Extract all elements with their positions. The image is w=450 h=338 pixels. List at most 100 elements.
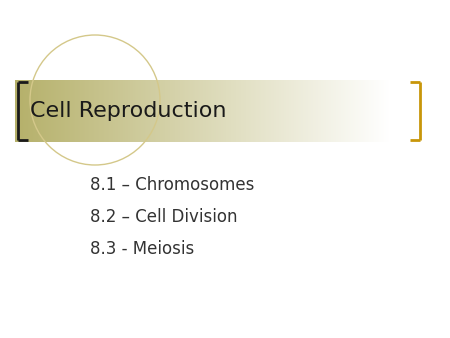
Text: 8.3 - Meiosis: 8.3 - Meiosis	[90, 240, 194, 258]
Bar	[338, 80, 339, 142]
Bar	[146, 80, 148, 142]
Bar	[341, 80, 343, 142]
Bar	[161, 80, 163, 142]
Bar	[375, 80, 377, 142]
Bar	[79, 80, 81, 142]
Bar	[370, 80, 372, 142]
Bar	[356, 80, 358, 142]
Bar	[21, 80, 23, 142]
Bar	[225, 80, 227, 142]
Bar	[55, 80, 57, 142]
Bar	[90, 80, 92, 142]
Bar	[19, 80, 21, 142]
Bar	[311, 80, 313, 142]
Bar	[164, 80, 166, 142]
Bar	[289, 80, 291, 142]
Bar	[36, 80, 38, 142]
Bar	[234, 80, 235, 142]
Bar	[175, 80, 177, 142]
Bar	[122, 80, 124, 142]
Bar	[117, 80, 119, 142]
Bar	[351, 80, 353, 142]
Bar	[125, 80, 127, 142]
Bar	[190, 80, 192, 142]
Bar	[259, 80, 261, 142]
Bar	[235, 80, 237, 142]
Bar	[386, 80, 388, 142]
Bar	[204, 80, 206, 142]
Bar	[58, 80, 59, 142]
Bar	[68, 80, 69, 142]
Bar	[40, 80, 42, 142]
Bar	[221, 80, 223, 142]
Bar	[206, 80, 208, 142]
Bar	[167, 80, 169, 142]
Bar	[211, 80, 213, 142]
Bar	[344, 80, 346, 142]
Bar	[75, 80, 77, 142]
Bar	[238, 80, 239, 142]
Bar	[93, 80, 94, 142]
Bar	[266, 80, 268, 142]
Bar	[162, 80, 164, 142]
Bar	[96, 80, 98, 142]
Bar	[278, 80, 279, 142]
Bar	[70, 80, 72, 142]
Bar	[82, 80, 84, 142]
Bar	[325, 80, 327, 142]
Bar	[124, 80, 126, 142]
Bar	[181, 80, 183, 142]
Bar	[264, 80, 266, 142]
Bar	[309, 80, 310, 142]
Bar	[189, 80, 190, 142]
Bar	[291, 80, 293, 142]
Bar	[297, 80, 299, 142]
Bar	[139, 80, 140, 142]
Bar	[51, 80, 53, 142]
Bar	[129, 80, 130, 142]
Bar	[280, 80, 282, 142]
Bar	[250, 80, 252, 142]
Bar	[114, 80, 116, 142]
Bar	[196, 80, 198, 142]
Bar	[214, 80, 216, 142]
Bar	[145, 80, 147, 142]
Bar	[335, 80, 337, 142]
Bar	[174, 80, 176, 142]
Bar	[331, 80, 333, 142]
Bar	[144, 80, 145, 142]
Bar	[35, 80, 37, 142]
Bar	[265, 80, 267, 142]
Bar	[131, 80, 133, 142]
Bar	[141, 80, 143, 142]
Bar	[384, 80, 386, 142]
Bar	[257, 80, 259, 142]
Bar	[324, 80, 325, 142]
Bar	[319, 80, 320, 142]
Bar	[378, 80, 379, 142]
Bar	[302, 80, 304, 142]
Bar	[176, 80, 178, 142]
Bar	[135, 80, 137, 142]
Text: Cell Reproduction: Cell Reproduction	[30, 101, 226, 121]
Bar	[194, 80, 195, 142]
Bar	[230, 80, 232, 142]
Bar	[199, 80, 201, 142]
Bar	[240, 80, 242, 142]
Bar	[323, 80, 324, 142]
Bar	[299, 80, 301, 142]
Bar	[328, 80, 329, 142]
Bar	[244, 80, 246, 142]
Bar	[106, 80, 108, 142]
Bar	[184, 80, 185, 142]
Bar	[69, 80, 71, 142]
Bar	[380, 80, 382, 142]
Bar	[262, 80, 264, 142]
Bar	[270, 80, 272, 142]
Bar	[54, 80, 55, 142]
Bar	[60, 80, 62, 142]
Bar	[288, 80, 289, 142]
Bar	[376, 80, 378, 142]
Bar	[379, 80, 381, 142]
Bar	[63, 80, 64, 142]
